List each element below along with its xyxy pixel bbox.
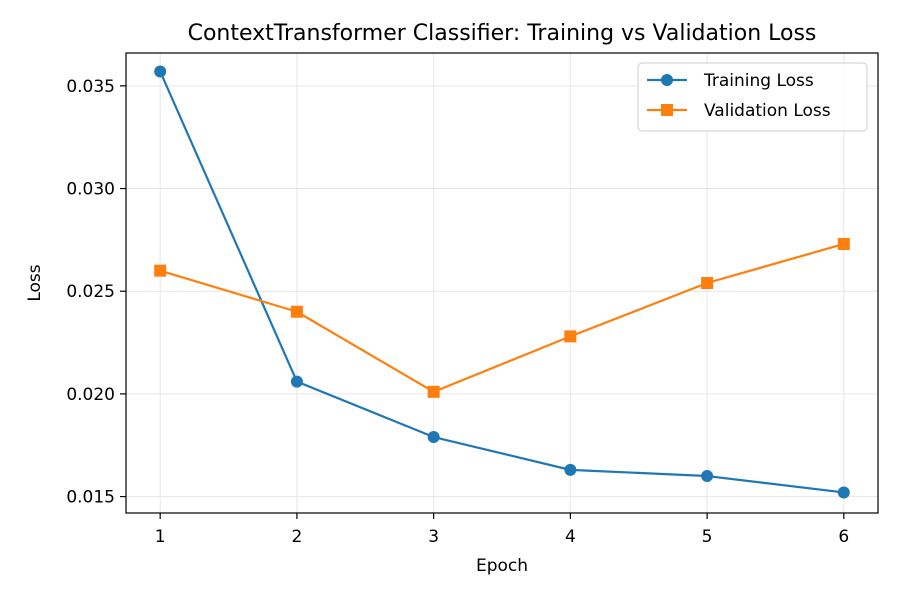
axes: 1 2 3 4 5 6 0.015 0.020 0.025 0.030 0.035 bbox=[66, 77, 849, 547]
chart-title: ContextTransformer Classifier: Training … bbox=[188, 21, 817, 46]
training-loss-point bbox=[427, 431, 440, 444]
validation-loss-point bbox=[837, 237, 850, 250]
y-tick-label: 0.025 bbox=[66, 282, 115, 302]
legend-entry-validation-loss: Validation Loss bbox=[647, 101, 831, 121]
x-tick-label: 1 bbox=[155, 527, 166, 547]
legend-label: Training Loss bbox=[703, 71, 814, 91]
x-tick-label: 3 bbox=[428, 527, 439, 547]
validation-loss-line bbox=[159, 242, 845, 393]
training-loss-point bbox=[290, 375, 303, 388]
training-loss-point bbox=[154, 65, 167, 78]
legend-entry-training-loss: Training Loss bbox=[647, 71, 814, 91]
validation-loss-series bbox=[154, 237, 850, 398]
legend: Training Loss Validation Loss bbox=[637, 62, 868, 132]
validation-loss-point bbox=[290, 305, 303, 318]
legend-swatch-marker bbox=[661, 104, 673, 116]
training-loss-point bbox=[701, 470, 714, 483]
x-tick-label: 2 bbox=[291, 527, 302, 547]
legend-label: Validation Loss bbox=[704, 101, 831, 121]
plot-area-frame bbox=[125, 52, 879, 514]
x-axis-label: Epoch bbox=[476, 556, 528, 576]
x-tick-label: 4 bbox=[565, 527, 576, 547]
y-tick-label: 0.020 bbox=[66, 385, 115, 405]
legend-swatch-marker bbox=[661, 74, 673, 86]
y-tick-label: 0.030 bbox=[66, 180, 115, 200]
y-tick-label: 0.015 bbox=[66, 488, 115, 508]
validation-loss-point bbox=[427, 385, 440, 398]
legend-box bbox=[637, 62, 868, 132]
x-tick-label: 5 bbox=[702, 527, 713, 547]
x-tick-label: 6 bbox=[838, 527, 849, 547]
validation-loss-point bbox=[154, 264, 167, 277]
training-loss-series bbox=[154, 65, 850, 499]
series-group bbox=[154, 65, 850, 499]
validation-loss-point bbox=[701, 277, 714, 289]
training-loss-point bbox=[564, 463, 577, 476]
y-axis-label: Loss bbox=[25, 264, 45, 301]
training-loss-line bbox=[159, 71, 844, 494]
y-tick-label: 0.035 bbox=[66, 77, 115, 97]
validation-loss-point bbox=[564, 330, 577, 343]
training-loss-point bbox=[837, 486, 850, 499]
